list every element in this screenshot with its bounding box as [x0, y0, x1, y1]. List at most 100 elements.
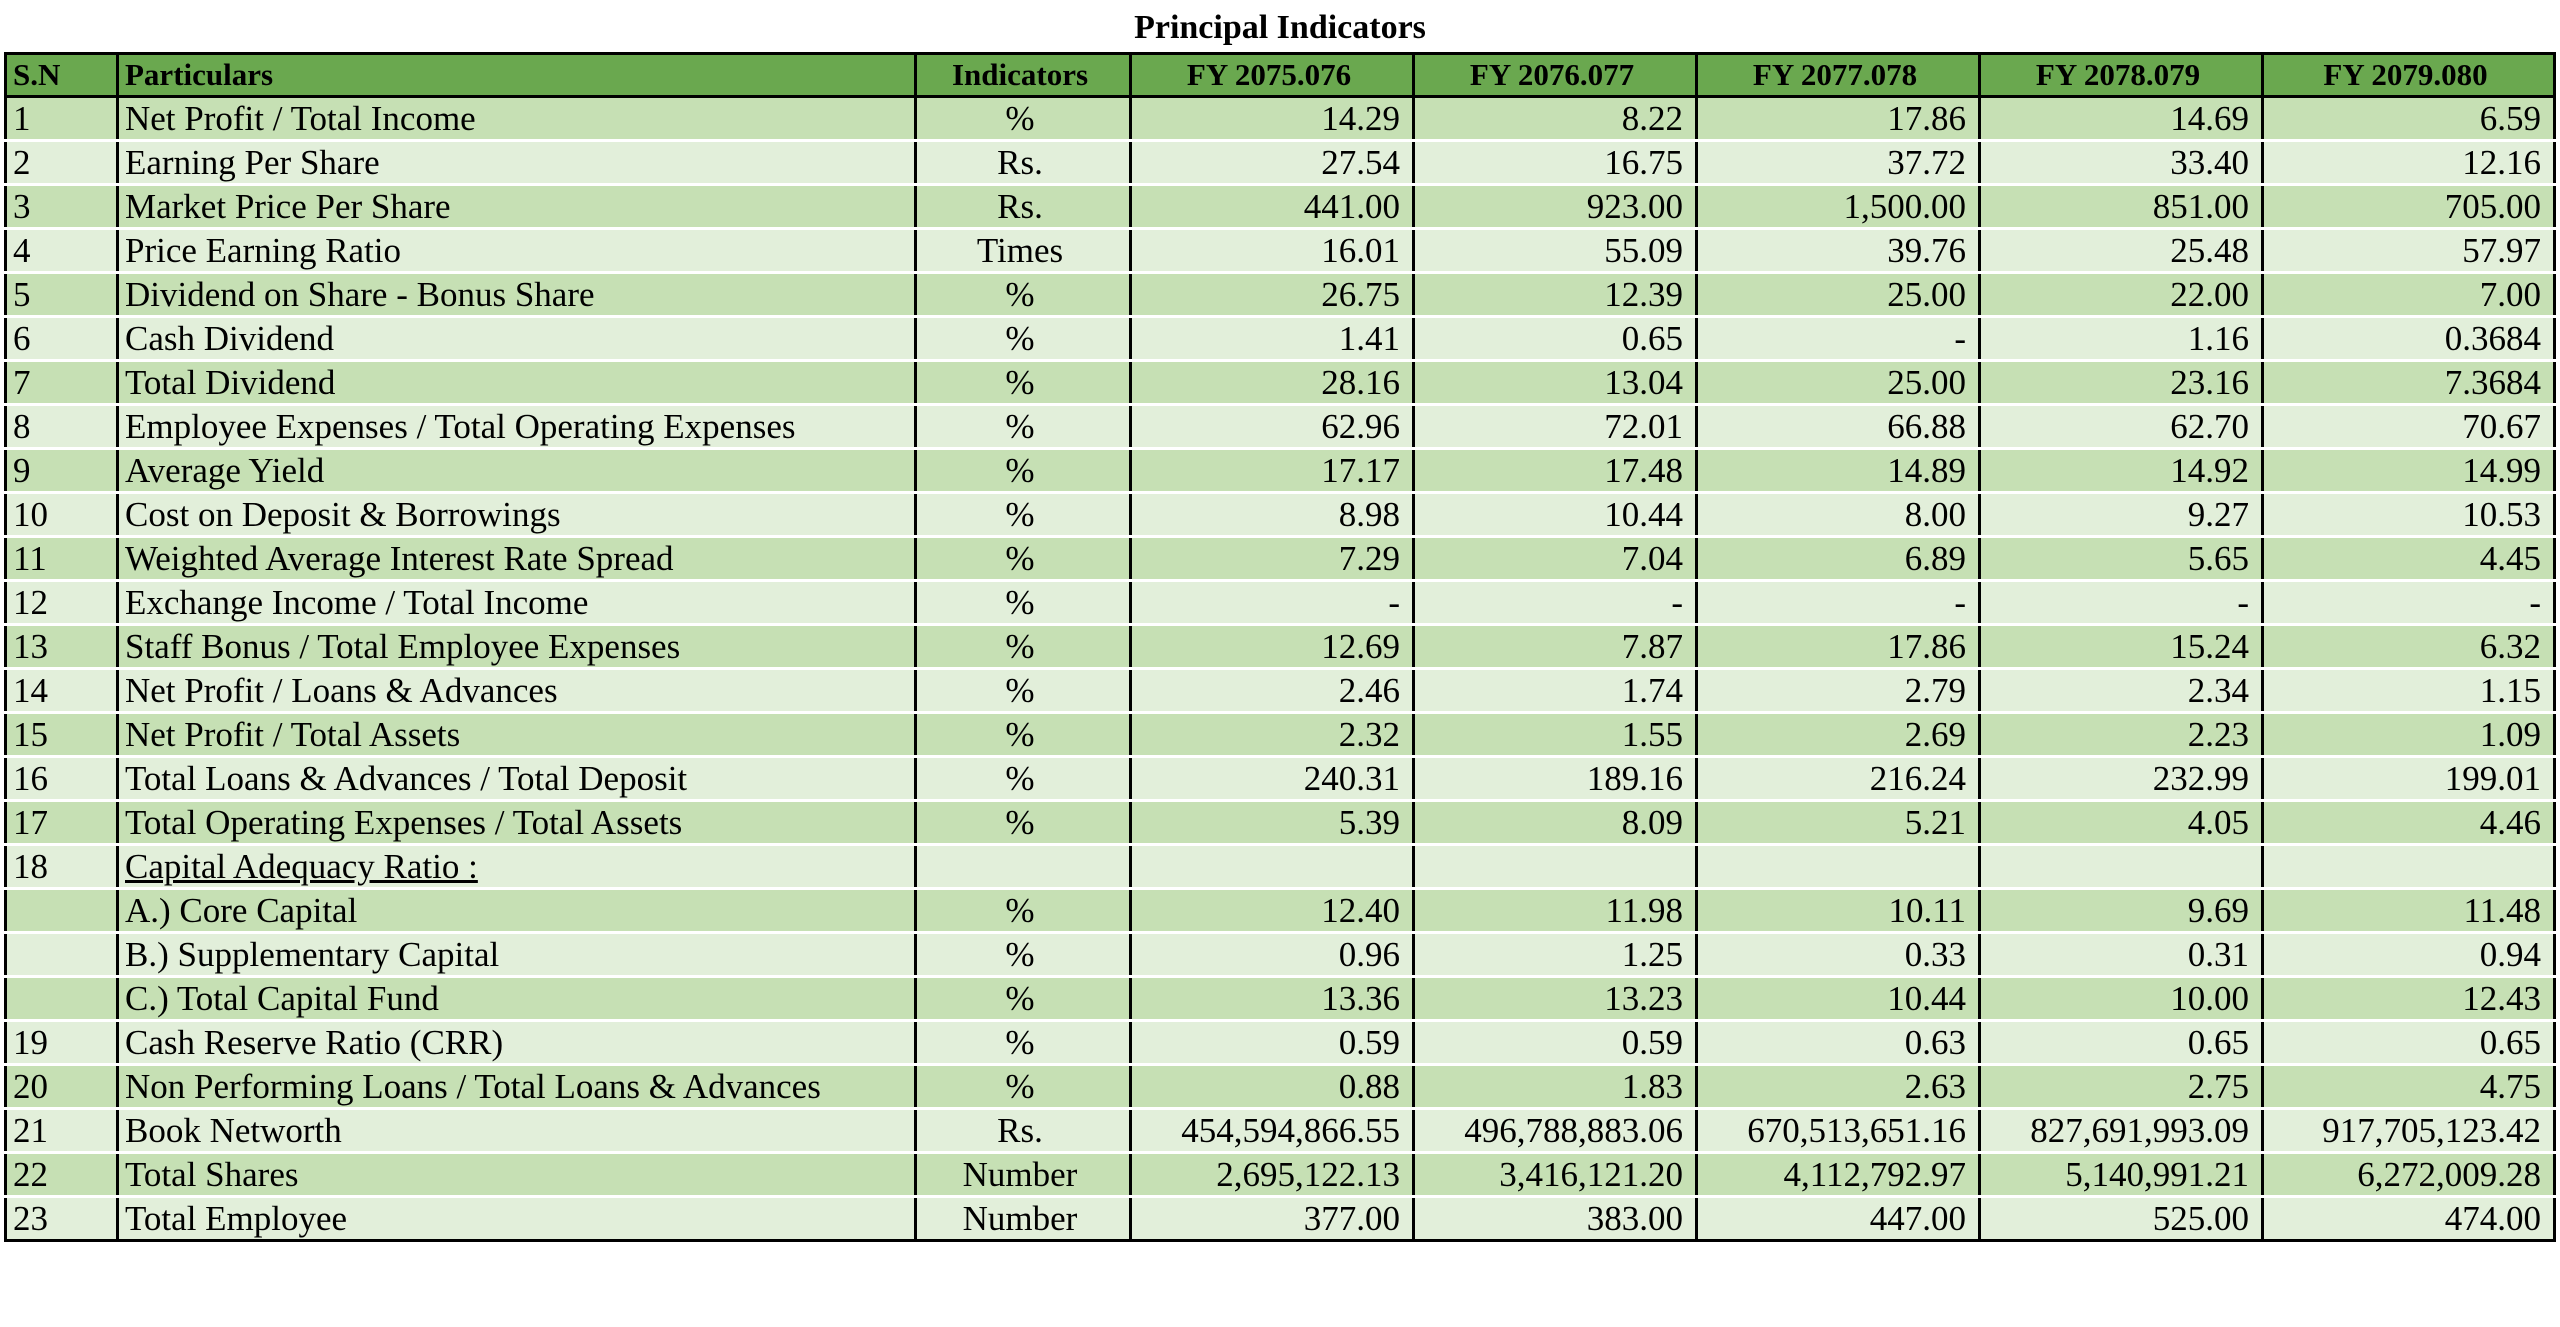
particulars-label: Total Shares	[125, 1155, 299, 1194]
cell-value-fy-2: 4,112,792.97	[1695, 1151, 1981, 1198]
cell-particulars: Total Shares	[116, 1151, 917, 1198]
cell-value-fy-0: 2,695,122.13	[1129, 1151, 1415, 1198]
cell-value-fy-3: 525.00	[1978, 1195, 2264, 1242]
cell-value-fy-3: 4.05	[1978, 799, 2264, 846]
cell-value-fy-0: 2.46	[1129, 667, 1415, 714]
cell-sn: 7	[4, 359, 119, 406]
cell-indicator	[914, 843, 1132, 890]
cell-value-fy-2: 66.88	[1695, 403, 1981, 450]
cell-value-fy-4: 0.3684	[2261, 315, 2556, 362]
cell-value-fy-3: 851.00	[1978, 183, 2264, 230]
cell-value-fy-0: 17.17	[1129, 447, 1415, 494]
cell-value-fy-0: 12.69	[1129, 623, 1415, 670]
header-indicators: Indicators	[914, 52, 1132, 98]
cell-value-fy-1: 8.22	[1412, 95, 1698, 142]
table-row: 13 Staff Bonus / Total Employee Expenses%…	[4, 623, 2556, 670]
cell-sn: 6	[4, 315, 119, 362]
cell-value-fy-2: 25.00	[1695, 359, 1981, 406]
cell-value-fy-2: -	[1695, 579, 1981, 626]
table-row: 8 Employee Expenses / Total Operating Exp…	[4, 403, 2556, 450]
cell-value-fy-0: 377.00	[1129, 1195, 1415, 1242]
cell-value-fy-3: 15.24	[1978, 623, 2264, 670]
header-particulars: Particulars	[116, 52, 917, 98]
cell-particulars: Total Dividend	[116, 359, 917, 406]
cell-value-fy-4: 1.15	[2261, 667, 2556, 714]
cell-sn: 4	[4, 227, 119, 274]
cell-value-fy-0: 16.01	[1129, 227, 1415, 274]
cell-particulars: Earning Per Share	[116, 139, 917, 186]
cell-value-fy-1: 189.16	[1412, 755, 1698, 802]
particulars-label: Market Price Per Share	[125, 187, 451, 226]
particulars-label: Weighted Average Interest Rate Spread	[125, 539, 674, 578]
cell-value-fy-3: 827,691,993.09	[1978, 1107, 2264, 1154]
cell-indicator: %	[914, 491, 1132, 538]
cell-sn: 8	[4, 403, 119, 450]
table-row: A.) Core Capital% 12.40 11.98 10.11 9.69 11.4…	[4, 887, 2556, 934]
cell-value-fy-1: 1.55	[1412, 711, 1698, 758]
cell-value-fy-1: 13.04	[1412, 359, 1698, 406]
cell-indicator: Rs.	[914, 183, 1132, 230]
cell-indicator: %	[914, 623, 1132, 670]
cell-value-fy-0: 2.32	[1129, 711, 1415, 758]
table-row: 17 Total Operating Expenses / Total Asset…	[4, 799, 2556, 846]
cell-particulars: Total Operating Expenses / Total Assets	[116, 799, 917, 846]
particulars-label: C.) Total Capital Fund	[125, 979, 439, 1018]
cell-indicator: %	[914, 535, 1132, 582]
cell-value-fy-4: 4.46	[2261, 799, 2556, 846]
particulars-label: Cash Dividend	[125, 319, 335, 358]
cell-value-fy-3: 33.40	[1978, 139, 2264, 186]
cell-particulars: Staff Bonus / Total Employee Expenses	[116, 623, 917, 670]
cell-value-fy-1: 8.09	[1412, 799, 1698, 846]
particulars-label: Price Earning Ratio	[125, 231, 402, 270]
cell-particulars: Non Performing Loans / Total Loans & Adv…	[116, 1063, 917, 1110]
cell-value-fy-3: 22.00	[1978, 271, 2264, 318]
cell-value-fy-2: 5.21	[1695, 799, 1981, 846]
table-row: 4 Price Earning Ratio Times 16.01 55.09 39.76…	[4, 227, 2556, 274]
cell-sn: 1	[4, 95, 119, 142]
cell-particulars: Employee Expenses / Total Operating Expe…	[116, 403, 917, 450]
cell-indicator: %	[914, 315, 1132, 362]
cell-indicator: %	[914, 711, 1132, 758]
particulars-label: Net Profit / Total Assets	[125, 715, 461, 754]
cell-value-fy-4: 6,272,009.28	[2261, 1151, 2556, 1198]
cell-value-fy-3: 5,140,991.21	[1978, 1151, 2264, 1198]
cell-sn: 3	[4, 183, 119, 230]
cell-value-fy-2: 1,500.00	[1695, 183, 1981, 230]
cell-value-fy-1: 11.98	[1412, 887, 1698, 934]
cell-value-fy-1: 17.48	[1412, 447, 1698, 494]
cell-value-fy-2: 0.63	[1695, 1019, 1981, 1066]
cell-value-fy-2: 10.44	[1695, 975, 1981, 1022]
cell-value-fy-0: 441.00	[1129, 183, 1415, 230]
cell-particulars: Dividend on Share - Bonus Share	[116, 271, 917, 318]
cell-value-fy-2: 0.33	[1695, 931, 1981, 978]
cell-value-fy-3: 2.23	[1978, 711, 2264, 758]
cell-value-fy-2: 2.79	[1695, 667, 1981, 714]
cell-value-fy-0	[1129, 843, 1415, 890]
cell-value-fy-1: 12.39	[1412, 271, 1698, 318]
cell-value-fy-1: 7.04	[1412, 535, 1698, 582]
table-row: 20 Non Performing Loans / Total Loans & A…	[4, 1063, 2556, 1110]
particulars-label: Non Performing Loans / Total Loans & Adv…	[125, 1067, 821, 1106]
cell-value-fy-3: 9.27	[1978, 491, 2264, 538]
cell-value-fy-1: 72.01	[1412, 403, 1698, 450]
cell-value-fy-2: 10.11	[1695, 887, 1981, 934]
cell-value-fy-4: 12.43	[2261, 975, 2556, 1022]
cell-value-fy-2: 2.63	[1695, 1063, 1981, 1110]
cell-value-fy-1: 496,788,883.06	[1412, 1107, 1698, 1154]
cell-value-fy-2: -	[1695, 315, 1981, 362]
cell-value-fy-0: 12.40	[1129, 887, 1415, 934]
cell-particulars: Cash Dividend	[116, 315, 917, 362]
table-row: 2 Earning Per Share Rs. 27.54 16.75 37.72 33.4…	[4, 139, 2556, 186]
cell-indicator: %	[914, 887, 1132, 934]
cell-sn: 15	[4, 711, 119, 758]
cell-value-fy-3: 62.70	[1978, 403, 2264, 450]
cell-value-fy-1: 1.74	[1412, 667, 1698, 714]
table-row: C.) Total Capital Fund% 13.36 13.23 10.44 10…	[4, 975, 2556, 1022]
cell-value-fy-1: 16.75	[1412, 139, 1698, 186]
cell-indicator: %	[914, 95, 1132, 142]
cell-value-fy-3: 0.65	[1978, 1019, 2264, 1066]
cell-particulars: B.) Supplementary Capital	[116, 931, 917, 978]
cell-sn: 17	[4, 799, 119, 846]
cell-value-fy-1: 0.59	[1412, 1019, 1698, 1066]
cell-value-fy-1: 7.87	[1412, 623, 1698, 670]
